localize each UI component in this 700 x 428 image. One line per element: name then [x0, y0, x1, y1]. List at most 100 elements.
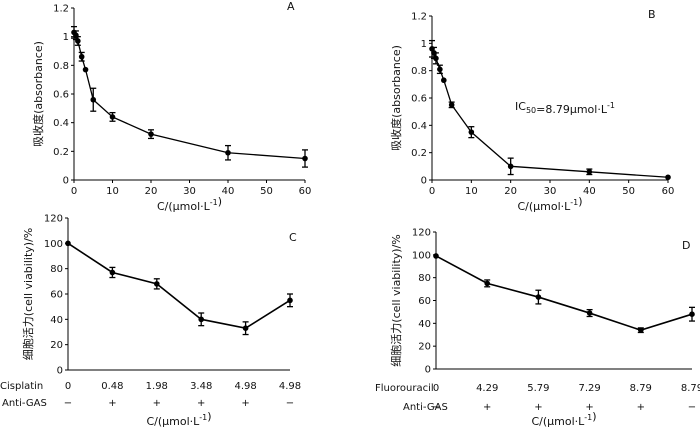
y-tick-label: 0.4 [53, 118, 69, 129]
row1-title: Cisplatin [0, 381, 43, 392]
x-axis-label: C/(μmol·L-1) [517, 195, 582, 213]
treatment-sign: − [432, 402, 440, 413]
data-point [90, 96, 97, 103]
panel-letter: C [289, 231, 297, 244]
x-tick-label: 10 [465, 186, 478, 197]
data-point [198, 316, 204, 323]
category-label: 8.79 [681, 383, 700, 394]
data-point [535, 294, 542, 300]
data-point [468, 129, 475, 135]
row1-title: Fluorouracil [375, 383, 434, 394]
y-tick-label: 80 [418, 273, 431, 284]
row2-title: Anti-GAS [2, 398, 47, 409]
data-point [507, 163, 514, 170]
data-point [484, 280, 491, 287]
x-tick-label: 0 [71, 186, 77, 197]
y-axis-label: 吸收度(absorbance) [389, 45, 403, 151]
y-tick-label: 0.6 [53, 90, 69, 101]
data-point [242, 325, 249, 332]
x-tick-label: 50 [260, 186, 273, 197]
data-point [437, 66, 443, 73]
treatment-sign: + [153, 398, 161, 409]
x-tick-label: 20 [504, 186, 517, 197]
data-point [586, 169, 593, 175]
x-tick-label: 20 [145, 186, 158, 197]
panel-a: 0 0.2 0.4 0.6 0.8 1 1.2 0 10 20 30 40 50 60 吸收度(absorb… [31, 0, 311, 213]
y-tick-label: 0 [57, 366, 63, 377]
data-point [665, 174, 671, 181]
data-point [638, 327, 644, 333]
data-point [689, 311, 695, 318]
x-tick-label: 60 [299, 186, 312, 197]
treatment-sign: + [637, 402, 645, 413]
y-tick-label: 1.2 [411, 12, 427, 23]
treatment-sign: + [197, 398, 205, 409]
data-point [82, 66, 89, 73]
treatment-sign: − [64, 398, 72, 409]
category-label: 1.98 [146, 381, 168, 392]
treatment-sign: − [688, 402, 696, 413]
series-line [73, 32, 306, 160]
y-tick-label: 80 [50, 264, 63, 275]
y-tick-label: 20 [418, 342, 431, 353]
panel-letter: A [287, 0, 295, 13]
category-label: 0 [65, 381, 71, 392]
data-point [586, 310, 593, 316]
data-point [287, 297, 293, 304]
category-label: 5.79 [527, 383, 549, 394]
y-tick-label: 1 [421, 39, 427, 50]
category-label: 3.48 [190, 381, 212, 392]
treatment-sign: + [241, 398, 249, 409]
category-label: 4.98 [279, 381, 301, 392]
y-axis-label: 细胞活力(cell viability)/% [22, 228, 35, 360]
x-tick-label: 30 [544, 186, 557, 197]
data-point [78, 53, 85, 60]
y-tick-label: 1 [63, 32, 69, 43]
series-line [67, 242, 291, 330]
y-tick-label: 0.8 [53, 61, 69, 72]
category-label: 7.29 [578, 383, 600, 394]
y-tick-label: 0 [421, 176, 427, 187]
y-tick-label: 20 [50, 340, 63, 351]
y-tick-label: 40 [50, 315, 63, 326]
data-point [441, 77, 447, 84]
category-label: 8.79 [630, 383, 652, 394]
y-tick-label: 0.8 [411, 66, 427, 77]
y-tick-label: 0 [425, 365, 431, 376]
data-point [148, 131, 154, 137]
category-label: 4.98 [234, 381, 256, 392]
x-tick-label: 30 [183, 186, 196, 197]
category-label: 0.48 [101, 381, 123, 392]
data-point [433, 253, 439, 259]
y-tick-label: 0 [63, 176, 69, 187]
y-tick-label: 60 [50, 290, 63, 301]
data-point [65, 240, 71, 247]
ic50-annotation: IC50=8.79μmol·L-1 [515, 100, 615, 116]
treatment-sign: + [483, 402, 491, 413]
x-tick-label: 40 [222, 186, 235, 197]
data-point [302, 155, 308, 162]
data-point [225, 149, 231, 156]
x-axis-label: C/(μmol·L-1) [157, 195, 222, 213]
y-tick-label: 0.6 [411, 94, 427, 105]
treatment-sign: + [585, 402, 593, 413]
y-axis-label: 细胞活力(cell viability)/% [390, 234, 403, 366]
x-tick-label: 40 [583, 186, 596, 197]
data-point [433, 55, 439, 62]
treatment-sign: + [534, 402, 542, 413]
series-line [435, 255, 693, 332]
data-point [448, 102, 455, 108]
panel-c: 0 20 40 60 80 100 120 Cisplatin 0 0.48 1.98 3.48 4.9… [0, 214, 301, 428]
panel-letter: B [648, 8, 656, 21]
row2-title: Anti-GAS [403, 402, 448, 413]
treatment-sign: − [286, 398, 294, 409]
y-tick-label: 100 [44, 239, 63, 250]
panel-b: 0 0.2 0.4 0.6 0.8 1 1.2 0 10 20 30 40 50 60 吸收度(absorb… [389, 8, 674, 213]
x-tick-label: 0 [429, 186, 435, 197]
y-axis-label: 吸收度(absorbance) [31, 41, 45, 147]
x-tick-label: 50 [622, 186, 635, 197]
x-tick-label: 60 [662, 186, 675, 197]
data-point [154, 281, 160, 287]
